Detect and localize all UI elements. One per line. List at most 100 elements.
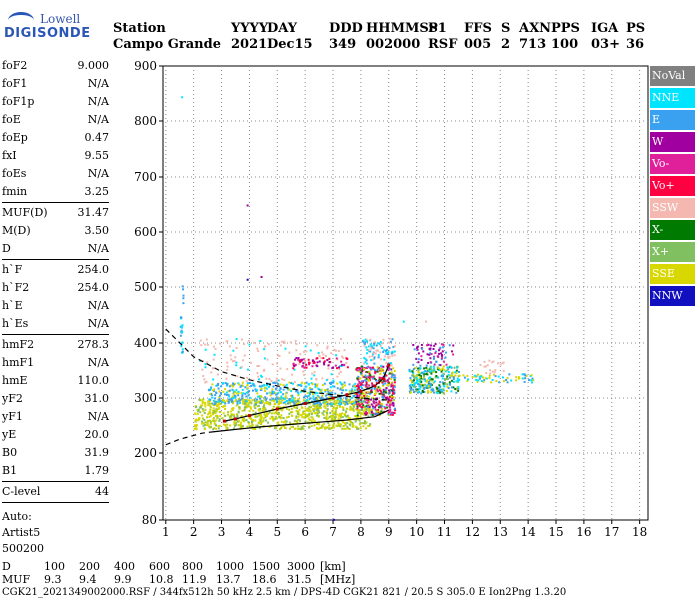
echo-point [446,369,449,372]
echo-point [416,345,419,348]
echo-point [440,388,443,391]
echo-point [337,366,340,369]
echo-point [256,372,259,375]
echo-point [337,417,340,420]
echo-point [300,426,303,429]
echo-point [412,363,415,366]
echo-point [259,339,262,342]
echo-point [298,408,301,411]
echo-point [251,389,254,392]
echo-point [491,378,494,381]
echo-point [454,371,457,374]
echo-point [359,415,362,418]
echo-point [340,402,343,405]
echo-point [294,363,297,366]
echo-point [256,405,259,408]
echo-point [389,399,392,402]
echo-point [247,420,250,423]
param-label: h`Es [2,317,29,330]
echo-point [315,408,318,411]
echo-point [357,387,360,390]
echo-point [321,384,324,387]
echo-point [307,358,310,361]
echo-point [346,414,349,417]
echo-point [356,414,359,417]
echo-outlier [333,518,336,521]
echo-point [360,412,363,415]
x-tick-label: 13 [493,525,508,539]
echo-point [424,386,427,389]
echo-point [351,422,354,425]
echo-point [344,414,347,417]
echo-point [494,375,497,378]
echo-point [317,404,320,407]
echo-point [204,381,207,384]
echo-point [249,361,252,364]
echo-point [212,407,215,410]
echo-point [274,388,277,391]
echo-point [322,361,325,364]
echo-point [234,395,237,398]
echo-point [259,415,262,418]
echo-point [333,406,336,409]
echo-point [380,410,383,413]
header-val-0: Campo Grande [113,37,221,52]
echo-point [369,374,372,377]
x-tick-label: 7 [329,525,337,539]
echo-point [260,374,263,377]
echo-point [426,353,429,356]
echo-point [341,383,344,386]
echo-point [262,404,265,407]
echo-point [324,407,327,410]
echo-point [452,344,455,347]
echo-point [326,426,329,429]
echo-point [195,424,198,427]
echo-point [296,404,299,407]
echo-point [220,402,223,405]
echo-point [361,374,364,377]
echo-point [212,378,215,381]
echo-point [364,338,367,341]
trace-marker [373,384,377,388]
echo-point [276,401,279,404]
echo-point [418,383,421,386]
echo-point [315,398,318,401]
echo-point [336,375,339,378]
echo-point [259,400,262,403]
echo-point [259,420,262,423]
echo-point [285,383,288,386]
echo-point [255,403,258,406]
echo-point [362,422,365,425]
echo-point [292,367,295,370]
echo-point [224,382,227,385]
echo-point [381,347,384,350]
echo-point [410,391,413,394]
echo-point [302,370,305,373]
echo-point [272,390,275,393]
echo-point [228,385,231,388]
echo-point [291,425,294,428]
echo-point [344,423,347,426]
echo-point [354,425,357,428]
echo-point [269,394,272,397]
echo-point [311,416,314,419]
echo-point [393,385,396,388]
param-value: N/A [87,410,109,423]
echo-point [385,351,388,354]
echo-point [375,392,378,395]
echo-point [418,385,421,388]
echo-point [201,407,204,410]
echo-point [445,351,448,354]
echo-point [354,386,357,389]
echo-point [283,424,286,427]
echo-point [418,380,421,383]
echo-point [262,408,265,411]
header-col-2: DAY [267,21,297,36]
echo-point [256,415,259,418]
echo-point [180,345,183,348]
echo-point [426,368,429,371]
echo-point [391,401,394,404]
echo-point [390,403,393,406]
echo-point [293,403,296,406]
echo-point [230,358,233,361]
